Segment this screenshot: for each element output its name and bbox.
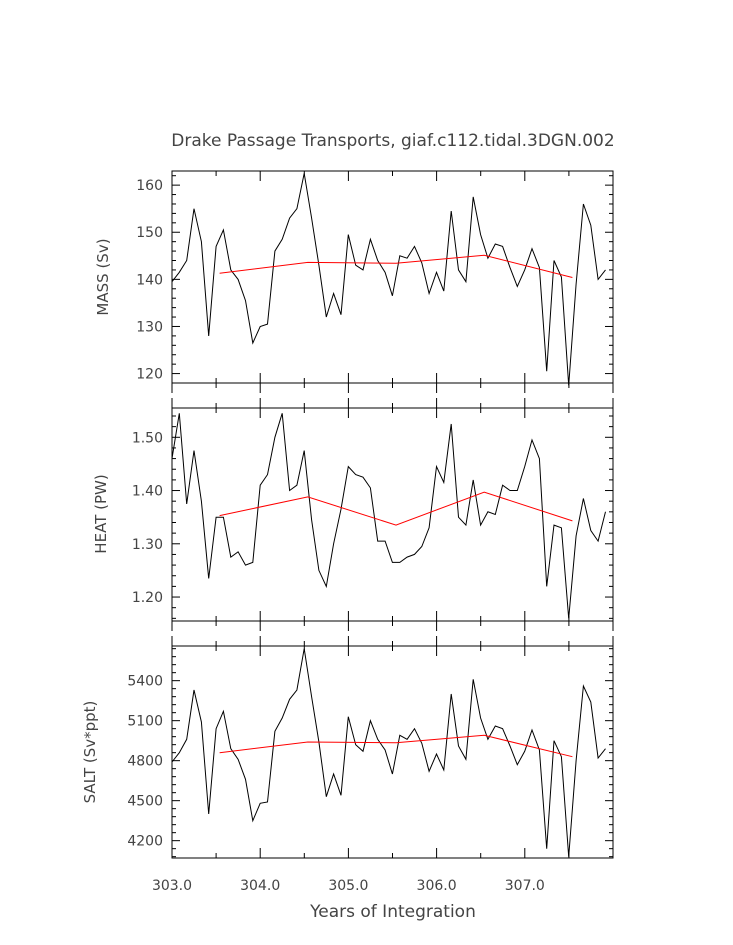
y-tick-label: 160 (136, 178, 163, 194)
y-tick-label: 1.30 (132, 537, 163, 553)
x-tick-label: 303.0 (152, 878, 192, 894)
x-tick-label: 305.0 (328, 878, 368, 894)
panel-heat-annual-line (219, 491, 573, 526)
panel-mass-ytick-labels: 120 130 140 150 160 (136, 178, 163, 382)
y-tick-label: 5100 (127, 714, 163, 730)
panel-heat-ticks (171, 398, 614, 631)
panel-mass: 120 130 140 150 160 MASS (Sv) (94, 170, 614, 393)
panel-mass-annual-line (219, 254, 573, 278)
x-axis-label: Years of Integration (309, 902, 476, 922)
y-tick-label: 4500 (127, 794, 163, 810)
y-tick-label: 1.50 (132, 430, 163, 446)
panel-salt-annual-line (219, 734, 573, 758)
panel-mass-frame (171, 170, 614, 384)
x-tick-labels: 303.0 304.0 305.0 306.0 307.0 (152, 878, 545, 894)
panel-salt-ytick-labels: 4200 4500 4800 5100 5400 (127, 674, 163, 850)
panel-mass-ylabel: MASS (Sv) (94, 238, 112, 315)
panel-salt-monthly-line (171, 648, 606, 857)
x-tick-label: 307.0 (505, 878, 545, 894)
panel-salt: 4200 4500 4800 5100 5400 SALT (Sv*ppt) (81, 636, 614, 859)
x-tick-label: 306.0 (417, 878, 457, 894)
x-tick-label: 304.0 (240, 878, 280, 894)
figure-title: Drake Passage Transports, giaf.c112.tida… (171, 131, 614, 151)
y-tick-label: 1.40 (132, 484, 163, 500)
y-tick-label: 4800 (127, 754, 163, 770)
panel-heat-frame (171, 407, 614, 622)
y-tick-label: 140 (136, 272, 163, 288)
panel-salt-frame (171, 645, 614, 859)
y-tick-label: 1.20 (132, 590, 163, 606)
y-tick-label: 130 (136, 319, 163, 335)
panel-heat: 1.20 1.30 1.40 1.50 HEAT (PW) (92, 398, 614, 631)
y-tick-label: 120 (136, 367, 163, 383)
y-tick-label: 4200 (127, 834, 163, 850)
panel-heat-monthly-line (171, 413, 606, 619)
panel-mass-ticks (171, 171, 614, 393)
panel-heat-ylabel: HEAT (PW) (92, 474, 110, 553)
panel-heat-ytick-labels: 1.20 1.30 1.40 1.50 (132, 430, 163, 606)
y-tick-label: 150 (136, 225, 163, 241)
panel-salt-ylabel: SALT (Sv*ppt) (81, 701, 99, 804)
y-tick-label: 5400 (127, 674, 163, 690)
panel-salt-ticks (171, 636, 614, 858)
panel-mass-monthly-line (171, 173, 606, 386)
